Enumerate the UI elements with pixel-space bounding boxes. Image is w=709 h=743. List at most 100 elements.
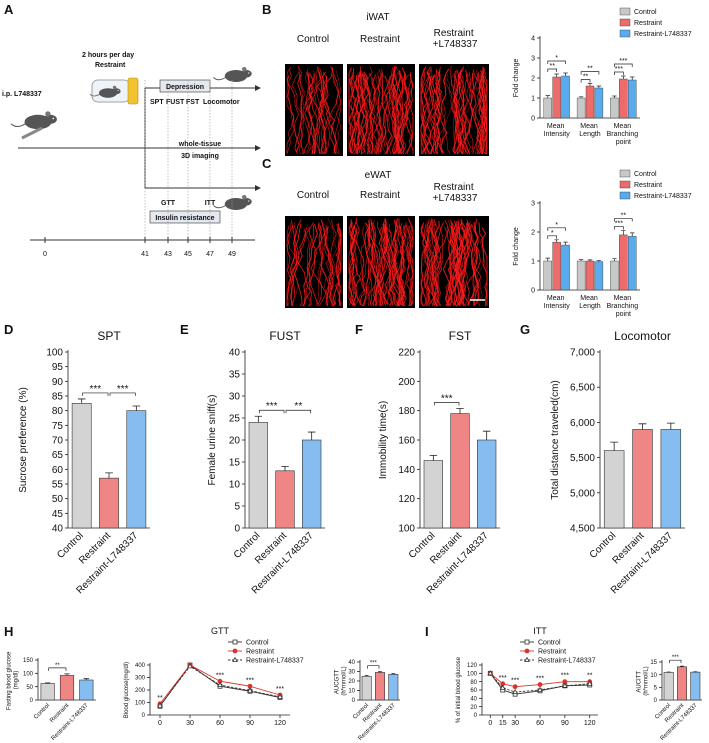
significance-bracket bbox=[614, 218, 633, 222]
fiber bbox=[348, 72, 356, 153]
y-tick-label: 5,000 bbox=[570, 488, 595, 499]
legend-label: Restraint bbox=[634, 182, 662, 189]
mouse-ear bbox=[112, 85, 117, 90]
series-line bbox=[489, 673, 590, 693]
bar bbox=[603, 450, 625, 529]
panel-letter: A bbox=[4, 2, 14, 17]
test-label: FST bbox=[186, 99, 200, 106]
error-bar bbox=[554, 239, 559, 243]
error-bar bbox=[578, 96, 584, 98]
significance-label: ** bbox=[587, 66, 593, 73]
fiber bbox=[396, 225, 414, 307]
fiber bbox=[362, 220, 375, 307]
y-tick-label: 200 bbox=[135, 688, 146, 694]
x-tick-label: 15 bbox=[499, 720, 507, 727]
significance-label: *** bbox=[246, 677, 254, 684]
y-tick-label: 50 bbox=[52, 494, 64, 505]
y-tick-label: 10 bbox=[348, 689, 355, 695]
significance-label: *** bbox=[619, 58, 627, 65]
day-label: 41 bbox=[141, 251, 149, 258]
arrow-head bbox=[255, 145, 261, 151]
error-bar bbox=[630, 232, 635, 237]
fiber bbox=[481, 227, 488, 306]
legend-marker bbox=[524, 648, 530, 654]
y-tick-label: 90 bbox=[52, 377, 64, 388]
bar bbox=[632, 429, 653, 529]
y-tick-label: 4 bbox=[531, 35, 535, 42]
fiber bbox=[459, 224, 472, 305]
fiber bbox=[351, 227, 361, 306]
significance-label: * bbox=[551, 230, 554, 237]
significance-bracket bbox=[109, 392, 136, 396]
x-tick-label: 0 bbox=[158, 720, 162, 727]
fiber bbox=[432, 220, 440, 306]
fiber bbox=[420, 67, 426, 155]
legend-label: Restraint bbox=[246, 649, 274, 656]
bar bbox=[543, 97, 552, 119]
y-tick-label: 0 bbox=[234, 524, 240, 535]
error-bar bbox=[77, 398, 86, 404]
fiber bbox=[320, 71, 328, 155]
error-bar bbox=[132, 405, 141, 411]
y-tick-label: 60 bbox=[470, 688, 477, 694]
mouse-eye bbox=[52, 117, 55, 120]
y-tick-label: 120 bbox=[398, 494, 415, 505]
fiber bbox=[431, 219, 439, 307]
y-tick-label: 95 bbox=[52, 362, 64, 373]
mouse-head bbox=[241, 70, 252, 78]
bar bbox=[594, 87, 604, 119]
bar bbox=[99, 477, 119, 529]
fiber bbox=[469, 223, 481, 307]
significance-label: ** bbox=[294, 401, 302, 412]
significance-bracket bbox=[547, 227, 566, 231]
marker bbox=[487, 670, 494, 676]
significance-label: *** bbox=[499, 675, 507, 682]
fiber bbox=[452, 69, 460, 155]
fiber bbox=[420, 224, 431, 305]
y-tick-label: 80 bbox=[52, 406, 64, 417]
fiber bbox=[315, 225, 324, 307]
mouse-tail bbox=[213, 205, 226, 209]
significance-bracket bbox=[285, 409, 312, 414]
chart-title: FST bbox=[449, 329, 472, 343]
fiber bbox=[396, 221, 408, 307]
error-bar bbox=[612, 258, 617, 261]
bar bbox=[585, 260, 595, 291]
injection-label: i.p. L748337 bbox=[2, 91, 42, 98]
y-tick-label: 50 bbox=[26, 685, 33, 691]
error-bar bbox=[680, 665, 684, 667]
fiber bbox=[361, 70, 374, 153]
error-bar bbox=[391, 673, 396, 675]
fiber bbox=[460, 73, 471, 155]
error-bar bbox=[281, 466, 289, 471]
mouse-ear bbox=[45, 111, 51, 117]
fiber bbox=[353, 226, 366, 307]
y-tick-label: 400 bbox=[135, 663, 146, 669]
error-bar bbox=[44, 682, 51, 684]
y-tick-label: 70 bbox=[52, 436, 64, 447]
bar bbox=[610, 97, 619, 119]
fiber bbox=[476, 75, 488, 155]
x-tick-label: Mean Length bbox=[579, 295, 601, 310]
day-label: 49 bbox=[228, 251, 236, 258]
y-tick-label: 2 bbox=[531, 75, 535, 82]
significance-bracket bbox=[614, 71, 624, 75]
fiber bbox=[364, 224, 381, 307]
fiber bbox=[422, 66, 431, 155]
arrow-head bbox=[255, 85, 261, 91]
fiber bbox=[422, 71, 434, 155]
error-bar bbox=[587, 259, 593, 261]
y-tick-label: 6,000 bbox=[570, 418, 595, 429]
series-line bbox=[489, 672, 590, 688]
fiber bbox=[466, 224, 479, 305]
mouse-eye bbox=[248, 72, 250, 74]
y-tick-label: 5,500 bbox=[570, 453, 595, 464]
significance-label: *** bbox=[561, 673, 569, 680]
fiber bbox=[348, 68, 359, 155]
x-tick-label: 60 bbox=[216, 720, 224, 727]
bar bbox=[660, 429, 682, 529]
bar bbox=[628, 236, 637, 291]
error-bar bbox=[545, 257, 550, 261]
bar bbox=[610, 260, 619, 291]
significance-label: *** bbox=[117, 384, 129, 395]
